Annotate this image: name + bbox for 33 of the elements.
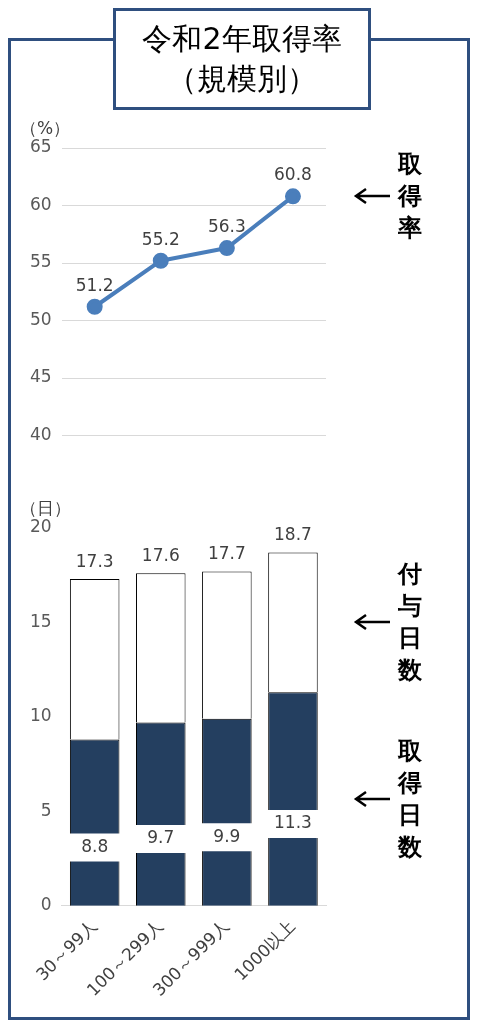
y-tick-label: 40 [29,424,52,444]
data-label: 56.3 [207,216,246,236]
total-label: 17.6 [141,545,180,566]
y-tick-label: 10 [29,705,52,726]
data-label: 9.7 [147,827,175,848]
data-label: 51.2 [75,274,114,295]
data-label: 60.8 [274,164,312,185]
y-axis-title: （%） [20,118,71,138]
data-label: 55.2 [141,228,180,249]
point [86,298,103,315]
total-label: 18.7 [274,524,312,545]
y-tick-label: 20 [29,516,52,537]
y-tick-label: 5 [40,799,52,820]
point [284,188,301,205]
total-label: 17.7 [207,543,246,564]
text: 付与日数 [398,559,423,687]
total-label: 17.3 [75,550,114,571]
text: 取得率 [398,149,423,245]
data-label: 11.3 [274,812,312,833]
data-label: 8.8 [81,835,109,856]
y-tick-label: 60 [29,193,52,214]
text: 取得日数 [398,735,423,863]
chart-title: 令和2年取得率（規模別） [113,8,371,110]
y-tick-label: 0 [40,894,52,915]
data-label: 9.9 [213,825,241,846]
point [152,252,169,269]
y-tick-label: 45 [29,366,52,387]
y-tick-label: 50 [29,308,52,329]
point [218,240,235,257]
y-tick-label: 15 [29,610,52,631]
y-tick-label: 55 [29,251,52,272]
y-tick-label: 65 [29,136,52,157]
y-axis-title: （日） [20,498,71,518]
